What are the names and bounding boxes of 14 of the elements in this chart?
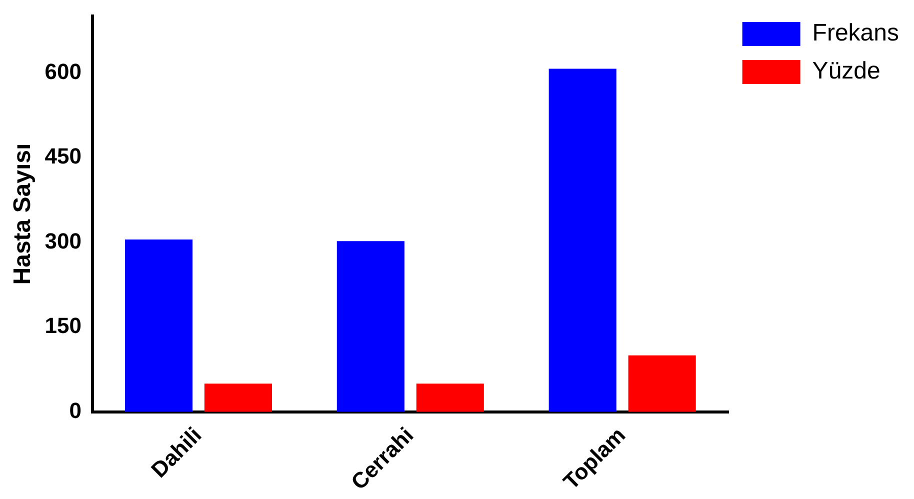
bar: [204, 384, 272, 412]
legend-label: Yüzde: [812, 58, 880, 85]
bar: [336, 241, 404, 412]
bar: [124, 239, 193, 412]
legend-label: Frekans: [812, 20, 900, 47]
y-tick-label: 450: [44, 144, 82, 169]
y-tick-label: 0: [69, 398, 82, 423]
y-axis-title: Hasta Sayısı: [9, 143, 36, 285]
bar: [416, 384, 484, 412]
bar: [628, 355, 696, 412]
bar: [548, 68, 616, 412]
y-tick-label: 300: [44, 228, 82, 254]
y-tick-label: 600: [44, 58, 82, 84]
y-tick-label: 150: [44, 313, 82, 338]
